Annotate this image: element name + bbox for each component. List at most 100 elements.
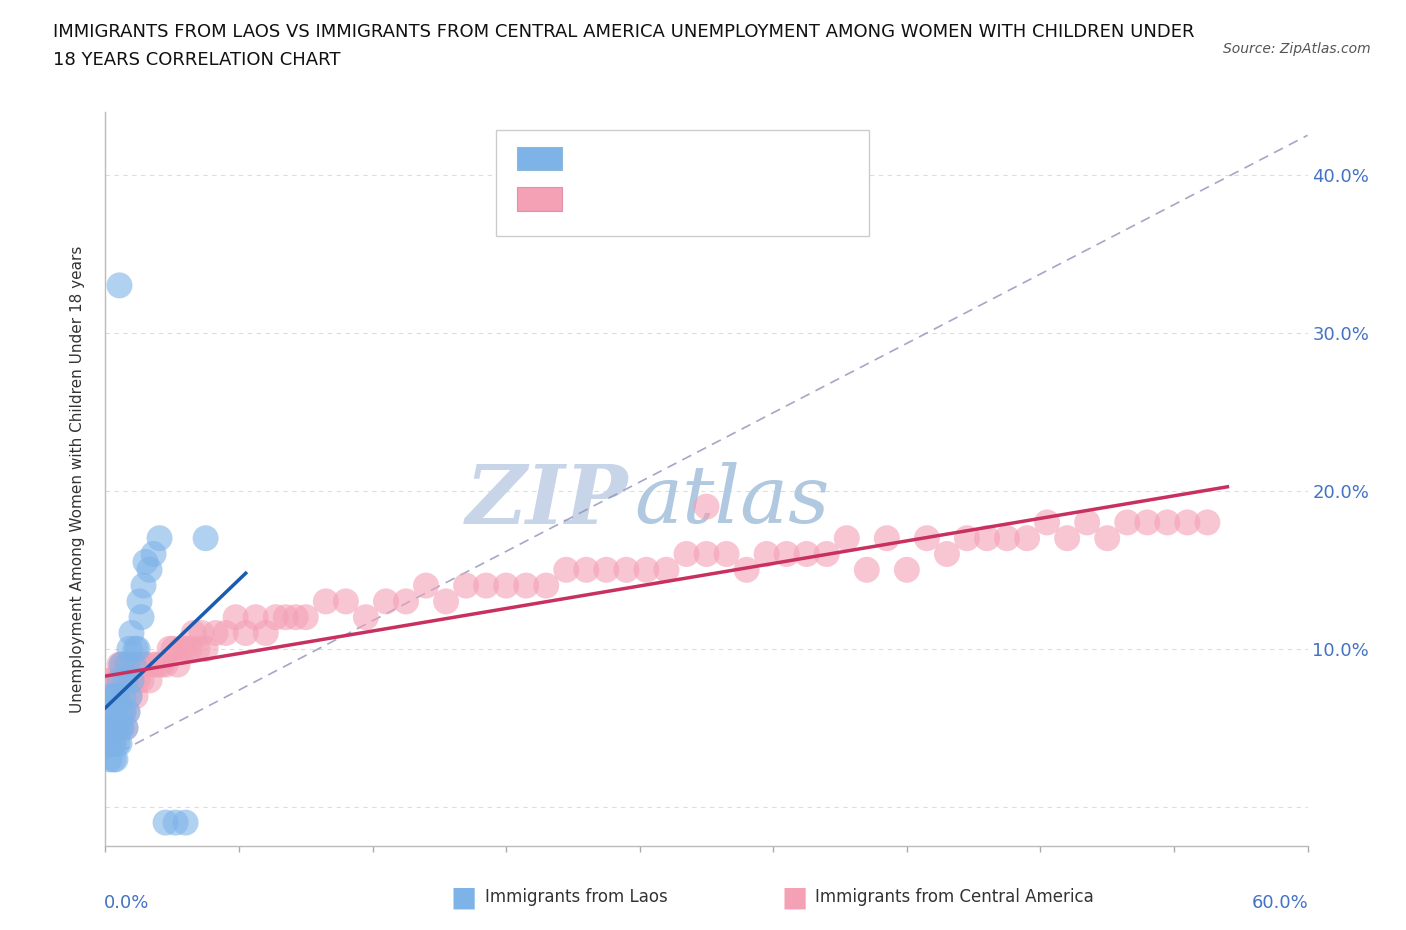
Point: [114, 721, 136, 736]
Point: [110, 705, 132, 720]
Text: R = 0.594    N = 102: R = 0.594 N = 102: [572, 190, 792, 208]
Point: [118, 642, 141, 657]
Point: [194, 531, 217, 546]
Point: [295, 610, 318, 625]
Point: [110, 658, 132, 672]
Point: [876, 531, 898, 546]
Point: [148, 531, 170, 546]
Point: [835, 531, 858, 546]
Point: [515, 578, 537, 593]
Point: [98, 673, 121, 688]
Point: [96, 737, 118, 751]
Point: [1076, 515, 1098, 530]
Point: [855, 563, 877, 578]
Point: [456, 578, 478, 593]
Point: [114, 658, 136, 672]
Point: [121, 626, 143, 641]
Point: [696, 499, 718, 514]
Point: [183, 626, 205, 641]
Point: [107, 721, 129, 736]
Point: [112, 689, 135, 704]
Point: [98, 721, 121, 736]
Text: Source: ZipAtlas.com: Source: ZipAtlas.com: [1223, 42, 1371, 56]
Text: 18 YEARS CORRELATION CHART: 18 YEARS CORRELATION CHART: [53, 51, 340, 69]
Point: [1177, 515, 1199, 530]
Point: [187, 642, 209, 657]
Point: [108, 721, 131, 736]
Point: [121, 673, 143, 688]
Point: [536, 578, 558, 593]
Point: [108, 658, 131, 672]
Text: 0.0%: 0.0%: [104, 894, 149, 912]
Point: [1197, 515, 1219, 530]
Point: [114, 673, 136, 688]
Point: [117, 658, 139, 672]
Point: [675, 547, 697, 562]
Point: [174, 816, 197, 830]
Point: [162, 642, 184, 657]
Point: [118, 689, 141, 704]
Point: [100, 705, 122, 720]
Point: [166, 658, 188, 672]
Point: [135, 658, 157, 672]
Point: [155, 816, 177, 830]
FancyBboxPatch shape: [516, 187, 562, 211]
Point: [108, 278, 131, 293]
Point: [132, 658, 155, 672]
Point: [131, 673, 153, 688]
Point: [896, 563, 918, 578]
Point: [995, 531, 1018, 546]
Point: [104, 721, 127, 736]
Point: [98, 705, 121, 720]
Point: [174, 642, 197, 657]
Point: [475, 578, 498, 593]
Point: [696, 547, 718, 562]
Point: [96, 689, 118, 704]
Point: [225, 610, 247, 625]
Point: [495, 578, 517, 593]
FancyBboxPatch shape: [516, 147, 562, 170]
Text: ■: ■: [782, 884, 807, 911]
Point: [254, 626, 277, 641]
Point: [112, 705, 135, 720]
Point: [214, 626, 236, 641]
Point: [108, 673, 131, 688]
Point: [104, 705, 127, 720]
Point: [1136, 515, 1159, 530]
Point: [1116, 515, 1139, 530]
Text: IMMIGRANTS FROM LAOS VS IMMIGRANTS FROM CENTRAL AMERICA UNEMPLOYMENT AMONG WOMEN: IMMIGRANTS FROM LAOS VS IMMIGRANTS FROM …: [53, 23, 1195, 41]
Point: [1056, 531, 1078, 546]
Point: [104, 721, 127, 736]
Point: [117, 705, 139, 720]
Point: [915, 531, 938, 546]
Point: [108, 737, 131, 751]
Point: [103, 752, 125, 767]
Point: [110, 658, 132, 672]
Point: [245, 610, 267, 625]
Point: [776, 547, 799, 562]
Point: [315, 594, 337, 609]
Point: [155, 658, 177, 672]
Point: [595, 563, 617, 578]
Text: 60.0%: 60.0%: [1251, 894, 1309, 912]
Point: [103, 721, 125, 736]
Point: [103, 737, 125, 751]
Point: [107, 673, 129, 688]
Point: [107, 737, 129, 751]
Point: [98, 752, 121, 767]
Point: [100, 721, 122, 736]
Point: [132, 578, 155, 593]
Point: [124, 689, 146, 704]
Point: [107, 689, 129, 704]
Point: [956, 531, 979, 546]
Point: [135, 554, 157, 569]
Text: R = 0.299    N =  53: R = 0.299 N = 53: [572, 149, 786, 168]
Point: [98, 721, 121, 736]
Text: Immigrants from Laos: Immigrants from Laos: [485, 888, 668, 907]
Point: [796, 547, 818, 562]
Point: [159, 642, 181, 657]
Point: [96, 737, 118, 751]
Point: [555, 563, 578, 578]
Point: [354, 610, 377, 625]
Point: [194, 642, 217, 657]
